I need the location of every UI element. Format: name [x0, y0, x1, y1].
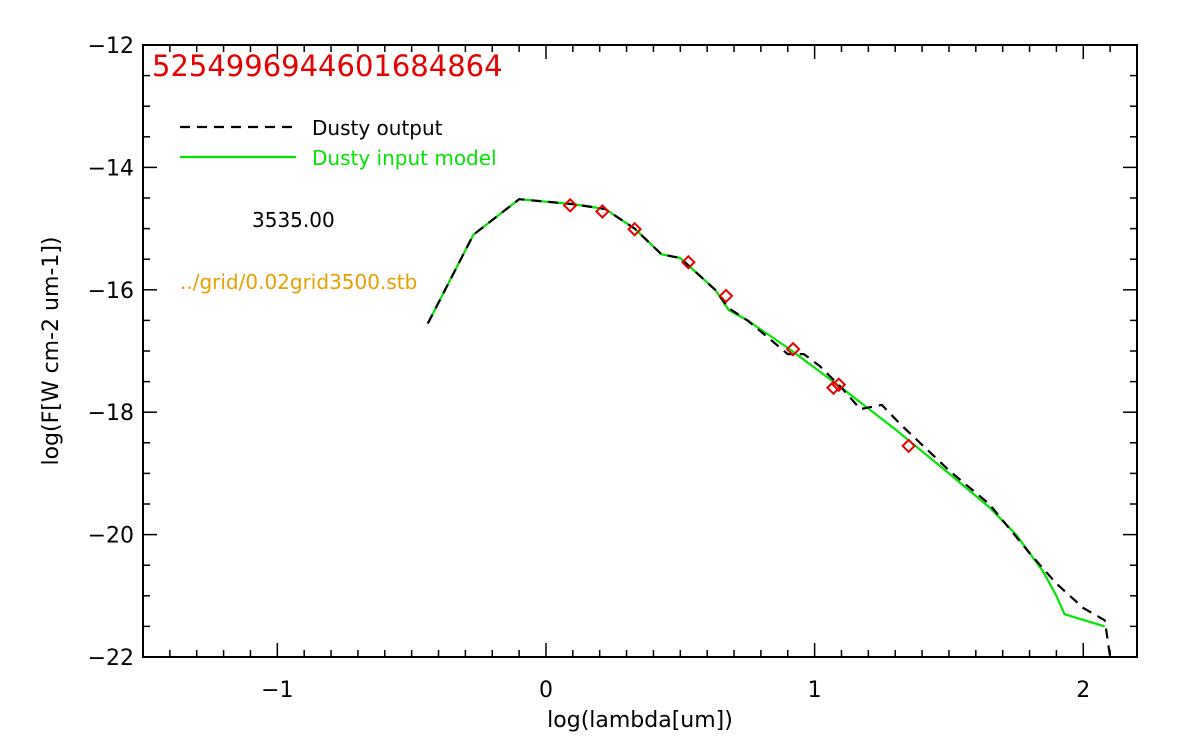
legend-label-output: Dusty output [312, 116, 443, 140]
photometry-point [680, 254, 696, 270]
y-tick-label: −12 [88, 34, 134, 59]
plot-frame [142, 44, 1138, 658]
legend: Dusty output Dusty input model [180, 116, 497, 170]
photometry-point [901, 438, 917, 454]
x-tick-label: 2 [1076, 678, 1090, 703]
photometry-point [831, 377, 847, 393]
y-tick-label: −22 [88, 646, 134, 671]
x-axis-label: log(lambda[um]) [547, 708, 733, 733]
grid-file-annotation: ../grid/0.02grid3500.stb [180, 270, 417, 294]
tick-labels: −1 0 1 2 −22 −20 −18 −16 −14 −12 [88, 34, 1091, 703]
photometry-point [594, 204, 610, 219]
y-tick-label: −16 [88, 279, 134, 304]
photometry-point [785, 341, 801, 357]
x-tick-label: 1 [808, 678, 822, 703]
photometry-point [826, 380, 841, 396]
photometry-point [718, 288, 734, 304]
photometry-point [562, 197, 578, 213]
y-tick-label: −20 [88, 524, 134, 549]
source-id-label: 5254996944601684864 [152, 49, 503, 83]
legend-label-input: Dusty input model [312, 146, 497, 170]
x-tick-label: 0 [539, 678, 553, 703]
temperature-annotation: 3535.00 [252, 208, 335, 232]
x-tick-label: −1 [261, 678, 293, 703]
photometry-point [627, 221, 643, 237]
y-axis-label: log(F[W cm-2 um-1]) [39, 236, 64, 465]
y-tick-label: −18 [88, 401, 134, 426]
photometry-markers [562, 197, 917, 454]
y-tick-label: −14 [88, 156, 134, 181]
